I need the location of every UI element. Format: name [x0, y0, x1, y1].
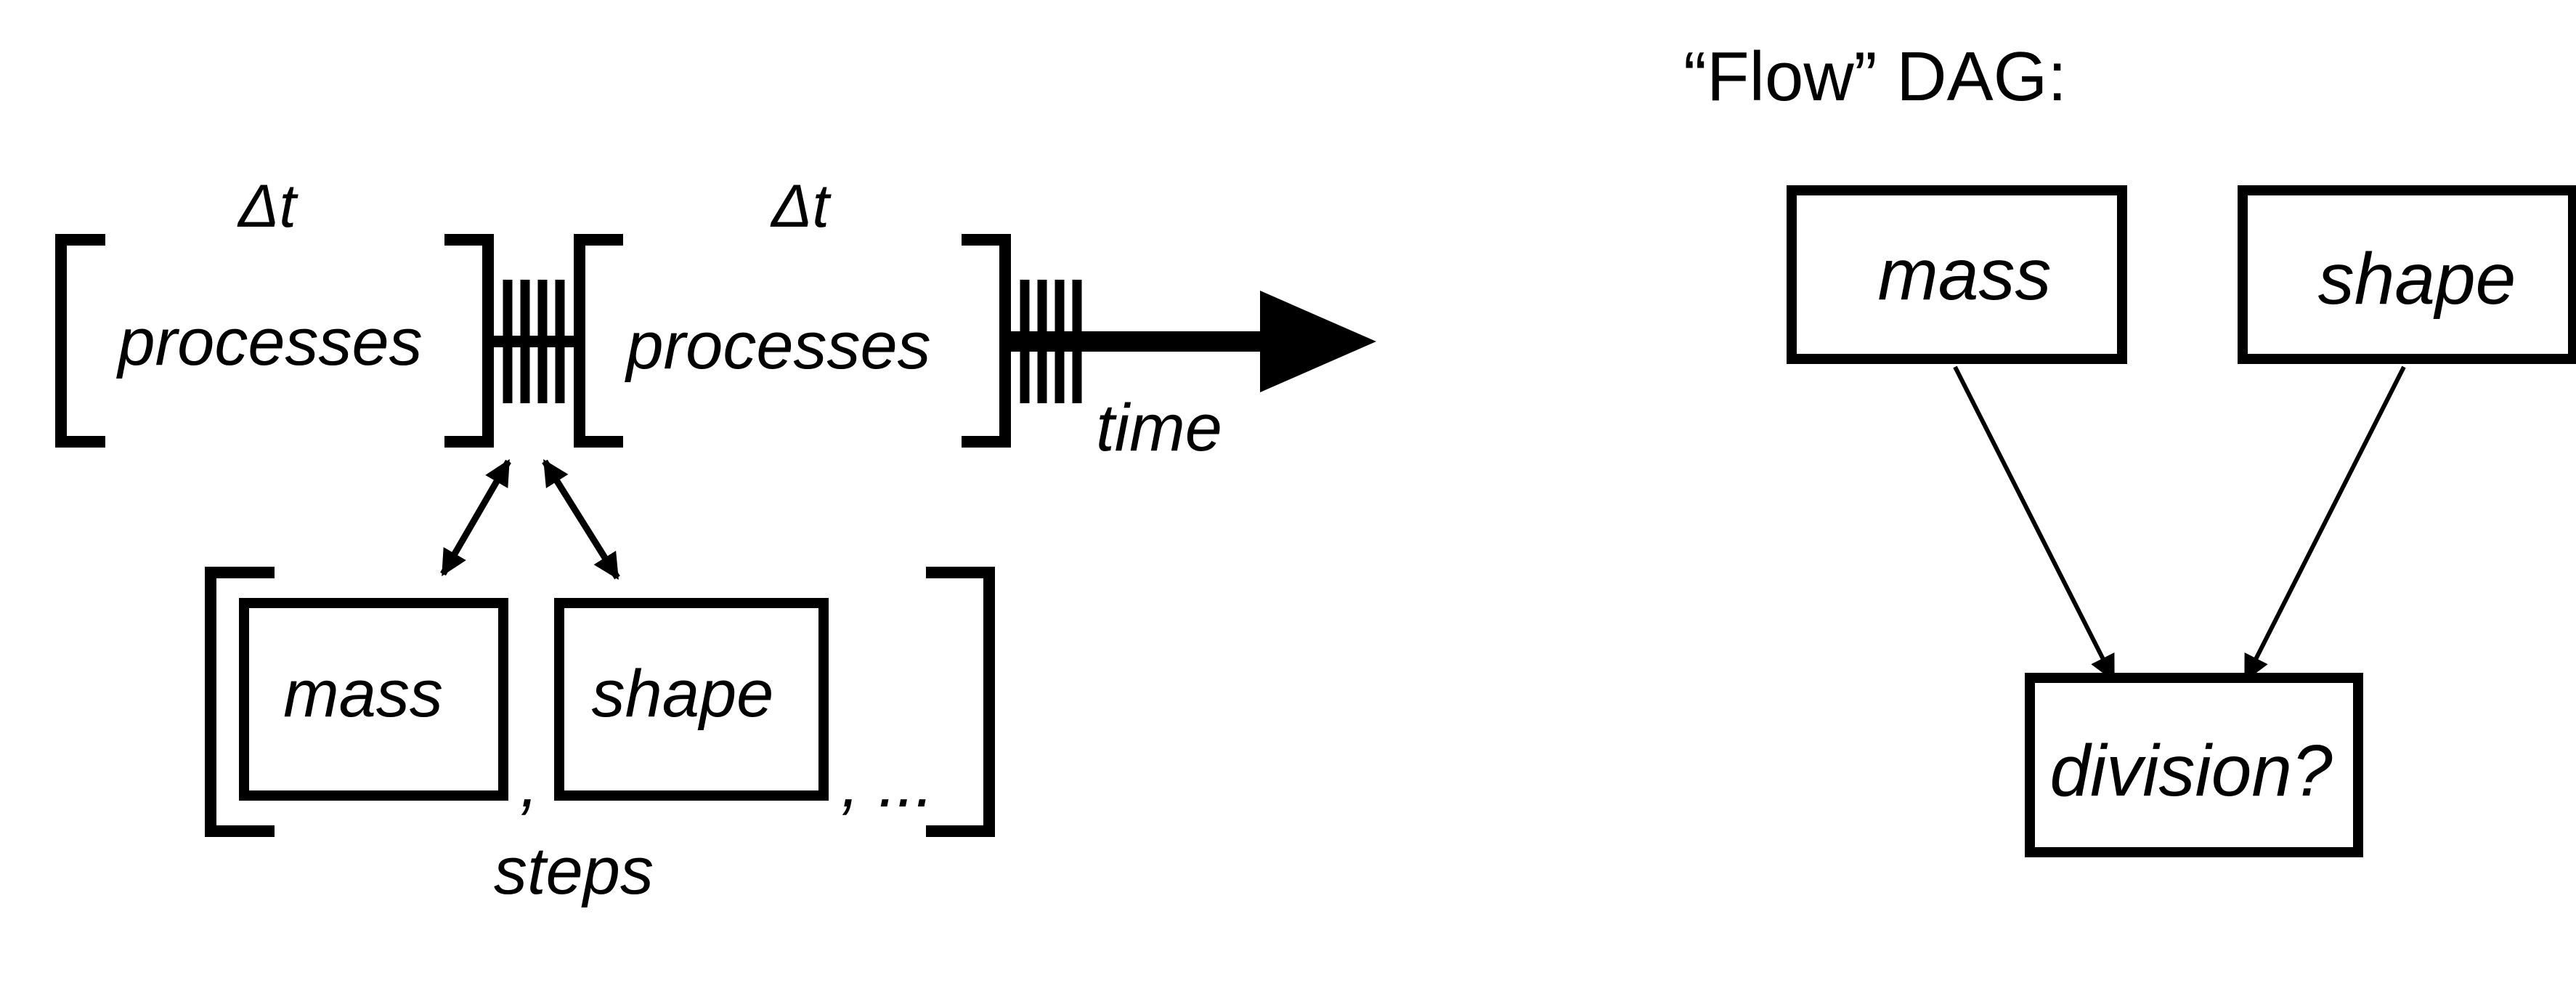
dag-node-shape-label: shape [2318, 238, 2516, 320]
process-label-1: processes [115, 305, 422, 379]
process-label-2: processes [624, 309, 930, 383]
dag-node-mass [1787, 185, 2127, 364]
steps-bracket-left [205, 567, 275, 837]
flow-dag-title: “Flow” DAG: [1683, 38, 2067, 116]
flow-dag: “Flow” DAG: mass shape division? [1683, 38, 2576, 857]
step-box-shape [554, 598, 829, 801]
step-link-arrow-right [542, 458, 620, 581]
dag-node-mass-label: mass [1878, 234, 2052, 315]
process-bracket-1-right [444, 234, 494, 448]
step-link-arrow-left [440, 458, 511, 577]
time-label: time [1096, 391, 1222, 465]
delta-t-label-1: Δt [237, 171, 298, 240]
step-separator-1: , [520, 747, 539, 821]
process-bracket-1-left [55, 234, 105, 448]
dag-node-shape [2238, 185, 2576, 364]
dag-edge-mass-division [1953, 365, 2116, 682]
steps-label: steps [494, 834, 654, 908]
process-bracket-2-left [574, 234, 623, 448]
timeline: Δt Δt processes processes time [55, 171, 1376, 581]
step-shape-label: shape [592, 657, 774, 731]
step-box-mass [239, 598, 508, 801]
dag-node-division-label: division? [2049, 730, 2332, 812]
step-separator-2: , ... [841, 747, 934, 821]
dag-edge-shape-division [2243, 365, 2406, 682]
steps-bracket-right [926, 567, 995, 837]
step-mass-label: mass [283, 657, 443, 731]
delta-t-label-2: Δt [770, 171, 832, 240]
time-arrow-head [1260, 291, 1376, 392]
step-ticks-1 [488, 280, 574, 403]
dag-node-division [2025, 673, 2363, 857]
process-bracket-2-right [962, 234, 1011, 448]
steps-list: mass , shape , ... steps [205, 567, 995, 908]
